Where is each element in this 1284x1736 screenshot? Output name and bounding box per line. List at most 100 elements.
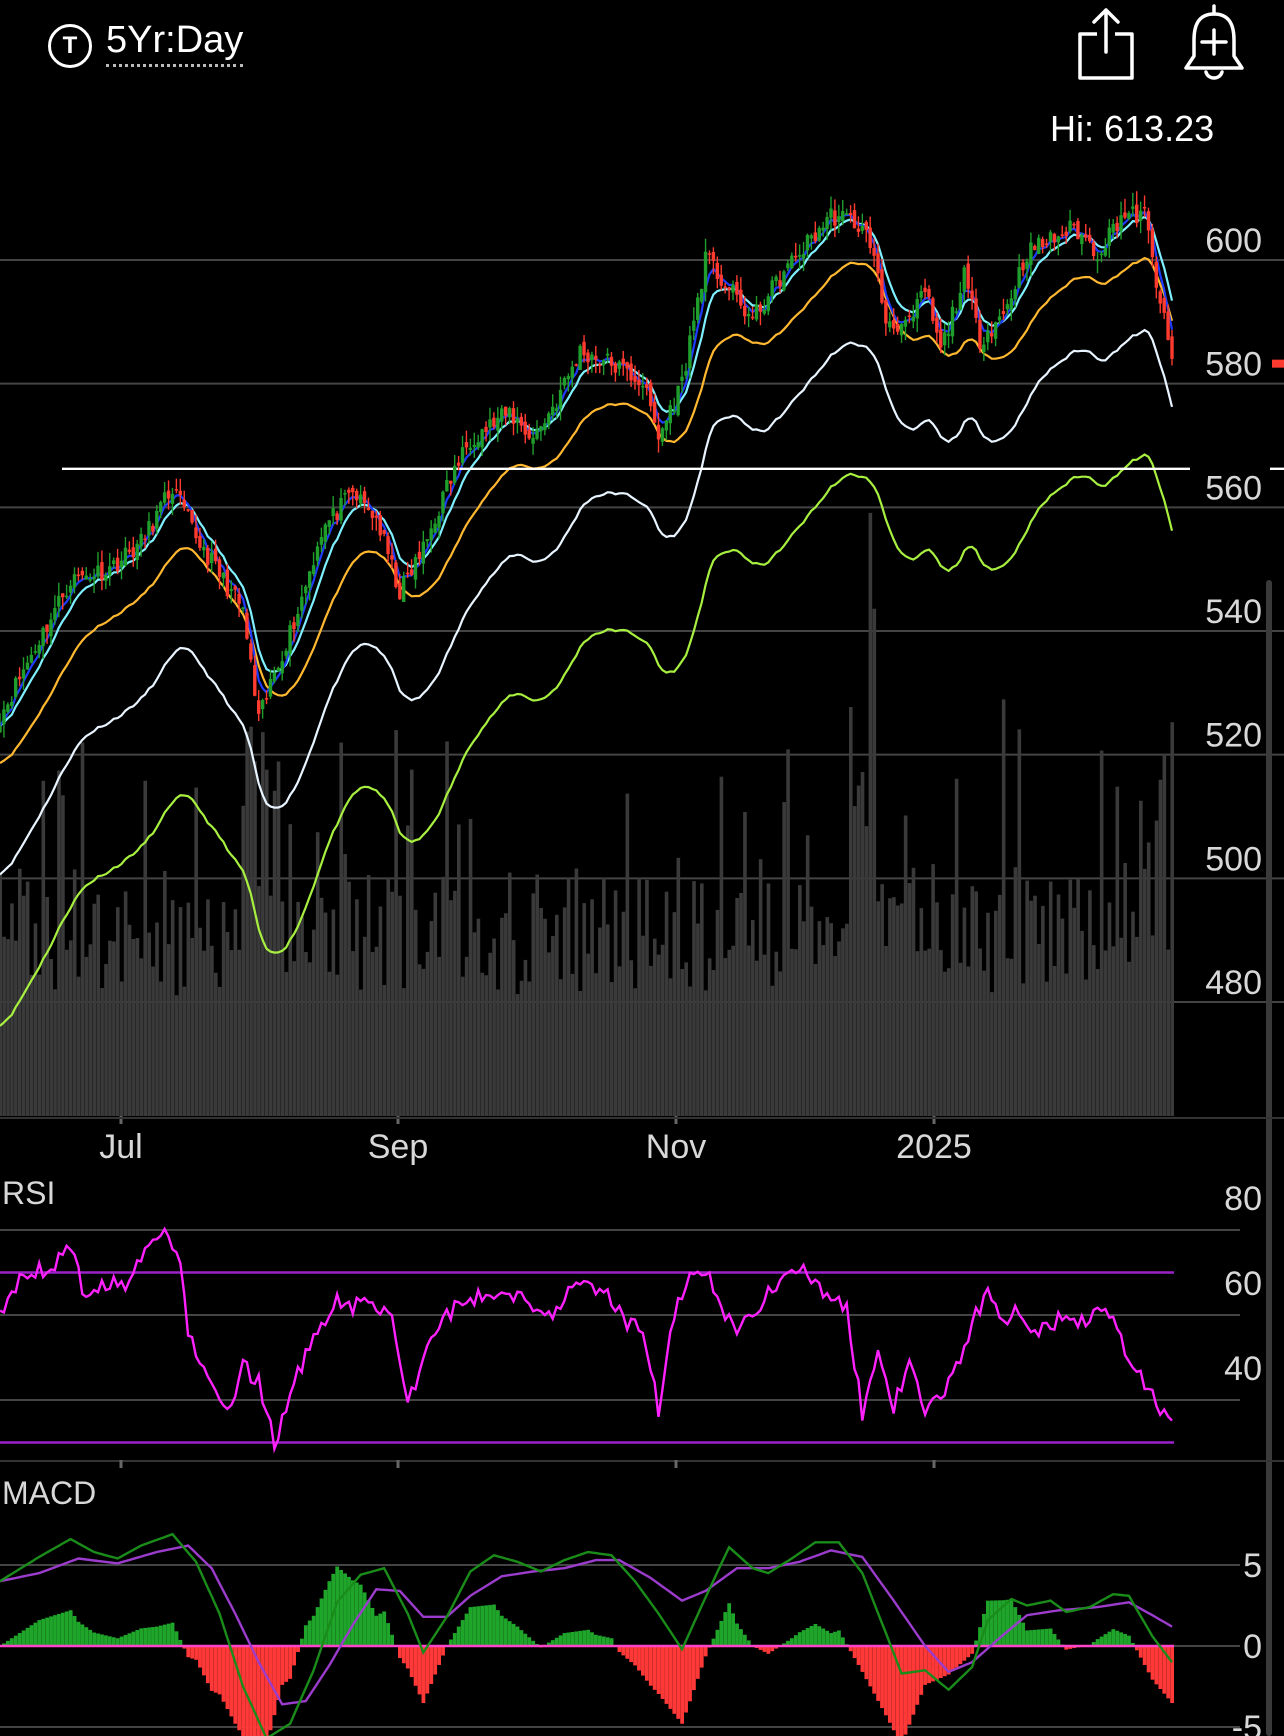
volume-bar [758,859,763,1116]
volume-bar [108,940,112,1116]
macd-histogram-bar [711,1638,716,1646]
volume-bar [1037,943,1041,1116]
volume-bar [163,870,167,1116]
volume-bar [480,972,485,1116]
candle-body [390,555,394,560]
macd-histogram-bar [1048,1628,1053,1646]
candle-body [754,304,759,320]
volume-bar [880,884,884,1116]
volume-bar [449,900,453,1116]
share-icon[interactable] [1076,6,1136,82]
volume-bar [684,962,688,1116]
volume-bar [562,907,567,1116]
macd-histogram-bar [496,1610,500,1646]
macd-histogram-bar [104,1635,108,1646]
macd-histogram-bar [852,1646,857,1659]
macd-histogram-bar [233,1646,238,1724]
candle-body [621,358,625,365]
candle-body [147,521,151,536]
candle-body [688,335,692,369]
macd-histogram-bar [307,1620,312,1646]
volume-bar [852,806,857,1116]
bell-plus-icon[interactable] [1182,2,1246,82]
candle-body [1087,234,1092,242]
x-tick-label: Jul [99,1128,142,1166]
price-tick-label: 560 [1205,469,1262,507]
macd-histogram-bar [437,1646,442,1666]
macd-histogram-bar [111,1637,116,1646]
candle-body [405,572,410,575]
volume-bar [566,878,571,1116]
macd-histogram-bar [566,1632,571,1646]
candle-body [986,330,990,343]
candle-body [452,465,457,483]
macd-histogram-bar [935,1646,939,1680]
scroll-indicator[interactable] [1266,580,1272,1736]
macd-histogram-bar [876,1646,881,1701]
candle-body [1029,242,1033,265]
macd-histogram-bar [546,1642,551,1646]
volume-bar [315,832,320,1116]
macd-histogram-bar [17,1633,22,1646]
macd-histogram-bar [425,1646,430,1694]
volume-bar [72,869,77,1116]
candle-body [311,565,316,574]
volume-bar [735,897,739,1116]
candle-body [554,408,559,411]
macd-histogram-bar [135,1630,140,1646]
macd-histogram-bar [1091,1642,1096,1646]
macd-histogram-bar [139,1628,144,1646]
volume-bar [1111,946,1116,1116]
macd-histogram-bar [123,1634,128,1646]
candle-body [1068,220,1072,232]
candle-body [198,536,202,548]
volume-bar [672,912,677,1116]
macd-histogram-bar [641,1646,645,1676]
ticker-type-icon[interactable]: T [48,24,92,68]
volume-bar [484,975,489,1116]
candle-body [1013,289,1017,300]
volume-bar [919,908,924,1116]
macd-histogram-bar [272,1646,277,1716]
macd-histogram-bar [154,1626,159,1646]
range-selector[interactable]: 5Yr:Day [106,18,244,67]
volume-bar [100,987,104,1116]
volume-bar [0,872,2,1116]
volume-bar [304,952,308,1116]
macd-histogram-bar [147,1627,151,1646]
candle-body [374,515,378,518]
candle-body [131,547,135,558]
macd-histogram-bar [511,1623,516,1646]
candle-body [460,447,465,463]
volume-bar [1052,965,1057,1116]
volume-bar [982,970,986,1116]
candle-body [245,612,249,639]
volume-bar [6,939,10,1116]
candle-body [590,354,594,361]
macd-histogram-bar [515,1626,520,1646]
candle-body [456,462,461,466]
candle-body [6,704,10,712]
candle-body [625,362,629,369]
candle-body [527,429,531,439]
volume-bar [668,978,673,1116]
candle-body [386,536,390,554]
volume-bar [711,969,716,1116]
macd-histogram-bar [292,1646,296,1666]
candle-body [786,263,790,269]
candle-body [891,320,896,329]
candle-body [170,493,175,504]
macd-tick-label: -5 [1232,1709,1262,1736]
candle-body [468,447,473,450]
macd-histogram-bar [1115,1630,1120,1646]
candle-body [123,547,128,566]
macd-histogram-bar [249,1646,253,1736]
volume-bar [339,742,344,1116]
candle-body [304,586,308,594]
candle-body [958,292,963,310]
macd-histogram-bar [347,1576,351,1646]
volume-bar [805,835,810,1116]
macd-histogram-bar [848,1646,853,1652]
candle-body [942,332,947,346]
